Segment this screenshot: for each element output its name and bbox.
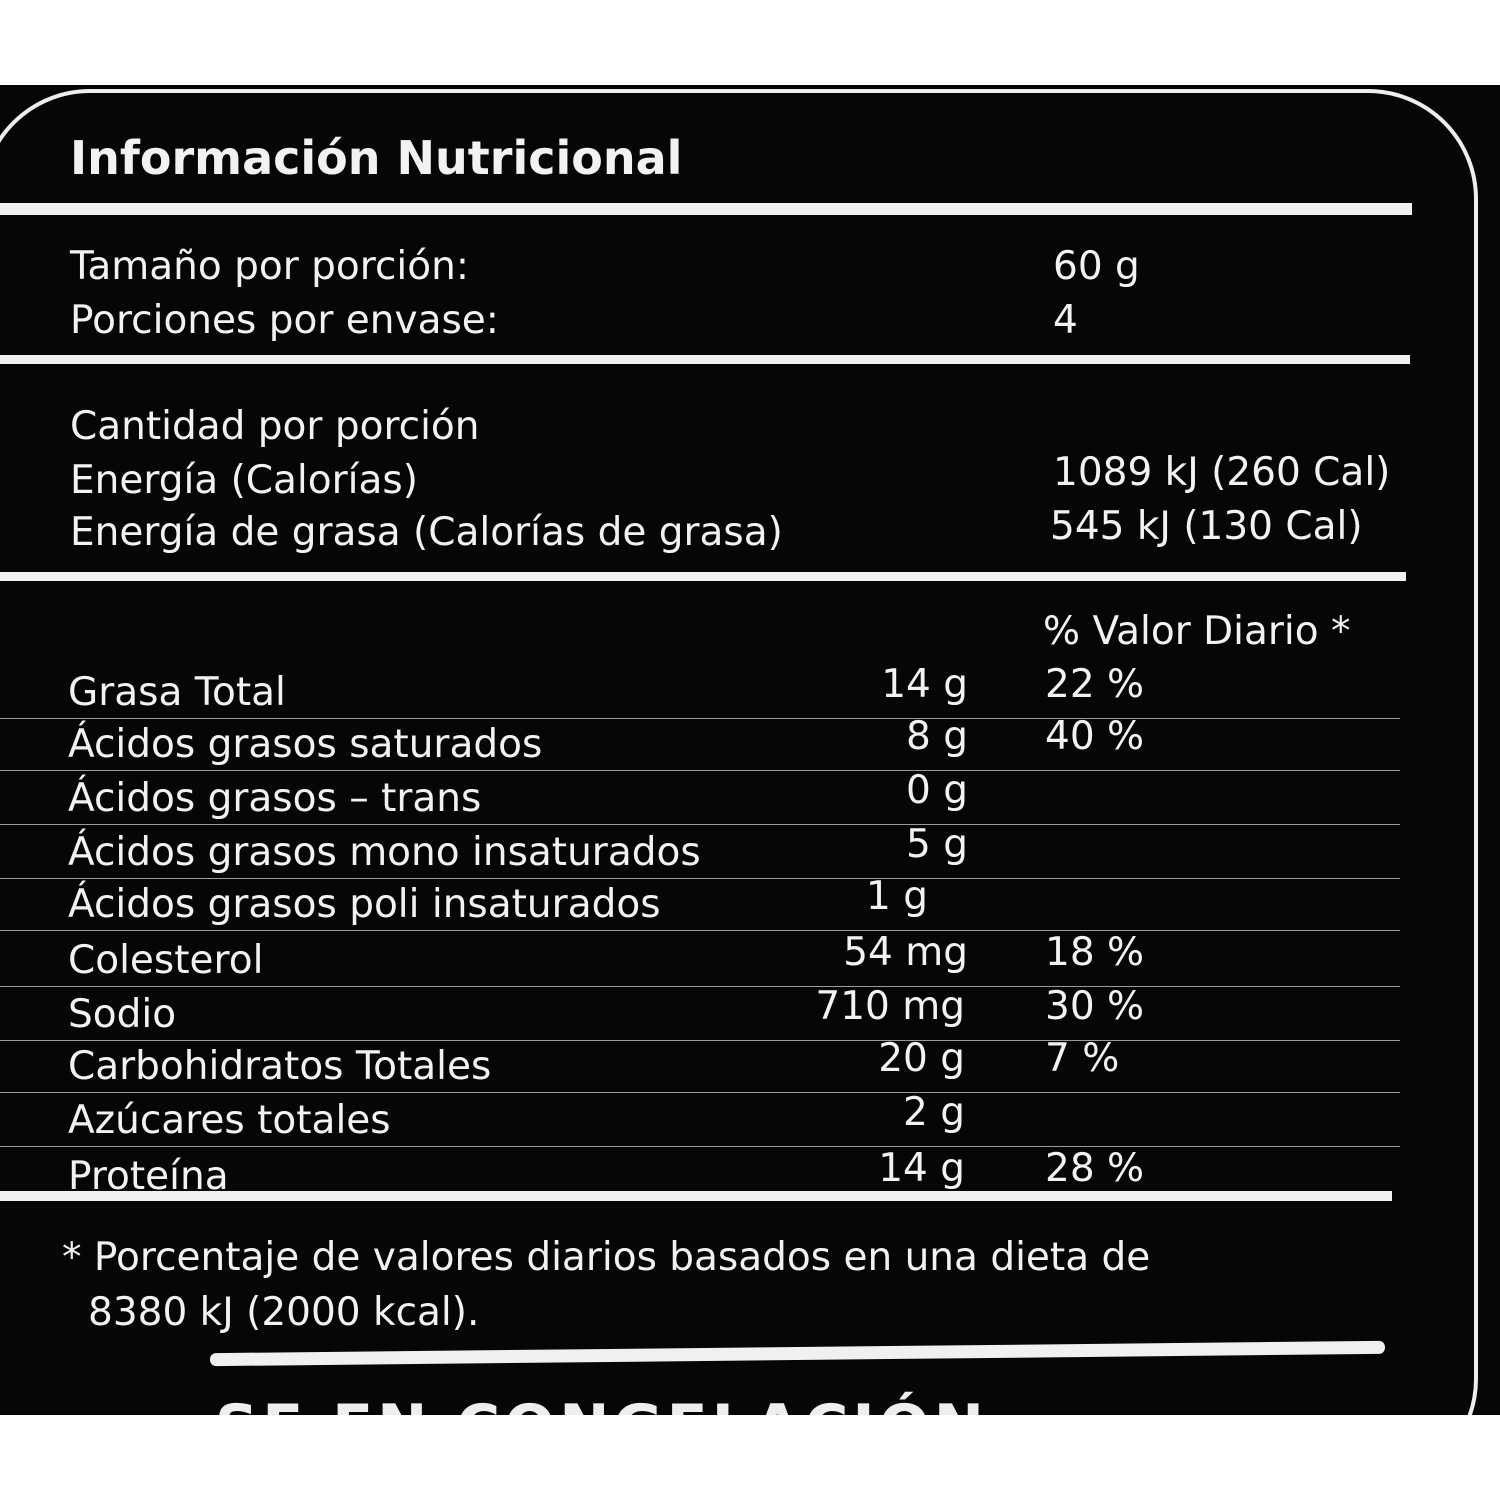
- divider: [0, 203, 1412, 215]
- energy-label: Energía (Calorías): [70, 458, 418, 503]
- nutrient-amount: 710 mg: [815, 984, 965, 1029]
- divider: [0, 572, 1406, 581]
- nutrient-name: Colesterol: [68, 938, 264, 983]
- divider: [0, 355, 1410, 364]
- nutrient-daily-value: 40 %: [1045, 714, 1145, 759]
- nutrient-amount: 14 g: [878, 1146, 965, 1191]
- serving-size-value: 60 g: [1053, 244, 1140, 289]
- row-divider: [0, 718, 1400, 719]
- row-divider: [0, 1146, 1400, 1147]
- nutrient-name: Carbohidratos Totales: [68, 1044, 492, 1089]
- row-divider: [0, 930, 1400, 931]
- nutrient-amount: 1 g: [866, 874, 928, 919]
- label-title: Información Nutricional: [70, 131, 683, 185]
- nutrient-name: Ácidos grasos – trans: [68, 776, 482, 821]
- amount-per-serving: Cantidad por porción: [70, 404, 480, 449]
- footnote-line-1: * Porcentaje de valores diarios basados …: [62, 1235, 1151, 1280]
- nutrient-name: Ácidos grasos poli insaturados: [68, 882, 661, 927]
- nutrient-amount: 2 g: [903, 1090, 965, 1135]
- row-divider: [0, 1040, 1400, 1041]
- nutrient-daily-value: 18 %: [1045, 930, 1145, 975]
- fat-energy-label: Energía de grasa (Calorías de grasa): [70, 510, 783, 555]
- servings-per-package-value: 4: [1053, 298, 1078, 343]
- servings-per-package-label: Porciones por envase:: [70, 298, 499, 343]
- footnote-line-2: 8380 kJ (2000 kcal).: [88, 1290, 480, 1335]
- nutrient-amount: 14 g: [881, 662, 968, 707]
- serving-size-label: Tamaño por porción:: [70, 244, 469, 289]
- nutrient-amount: 0 g: [906, 768, 968, 813]
- row-divider: [0, 1092, 1400, 1093]
- divider: [0, 1191, 1392, 1201]
- nutrient-name: Ácidos grasos mono insaturados: [68, 830, 701, 875]
- nutrient-amount: 20 g: [878, 1036, 965, 1081]
- energy-value: 1089 kJ (260 Cal): [1053, 450, 1391, 495]
- storage-text: SE EN CONGELACIÓN: [215, 1392, 988, 1415]
- nutrient-daily-value: 28 %: [1045, 1146, 1145, 1191]
- nutrient-amount: 8 g: [906, 714, 968, 759]
- nutrient-name: Sodio: [68, 992, 177, 1037]
- nutrient-amount: 5 g: [906, 822, 968, 867]
- label-border: [0, 89, 1478, 1415]
- row-divider: [0, 986, 1400, 987]
- nutrient-daily-value: 22 %: [1045, 662, 1145, 707]
- nutrient-name: Grasa Total: [68, 670, 286, 715]
- nutrient-daily-value: 7 %: [1045, 1036, 1120, 1081]
- nutrient-name: Ácidos grasos saturados: [68, 722, 543, 767]
- nutrition-label: Información Nutricional Tamaño por porci…: [0, 85, 1500, 1415]
- daily-value-header: % Valor Diario *: [1043, 609, 1351, 654]
- nutrient-daily-value: 30 %: [1045, 984, 1145, 1029]
- fat-energy-value: 545 kJ (130 Cal): [1050, 504, 1363, 549]
- row-divider: [0, 824, 1400, 825]
- nutrient-name: Azúcares totales: [68, 1098, 391, 1143]
- row-divider: [0, 770, 1400, 771]
- nutrient-amount: 54 mg: [843, 930, 968, 975]
- nutrient-name: Proteína: [68, 1154, 229, 1199]
- row-divider: [0, 878, 1400, 879]
